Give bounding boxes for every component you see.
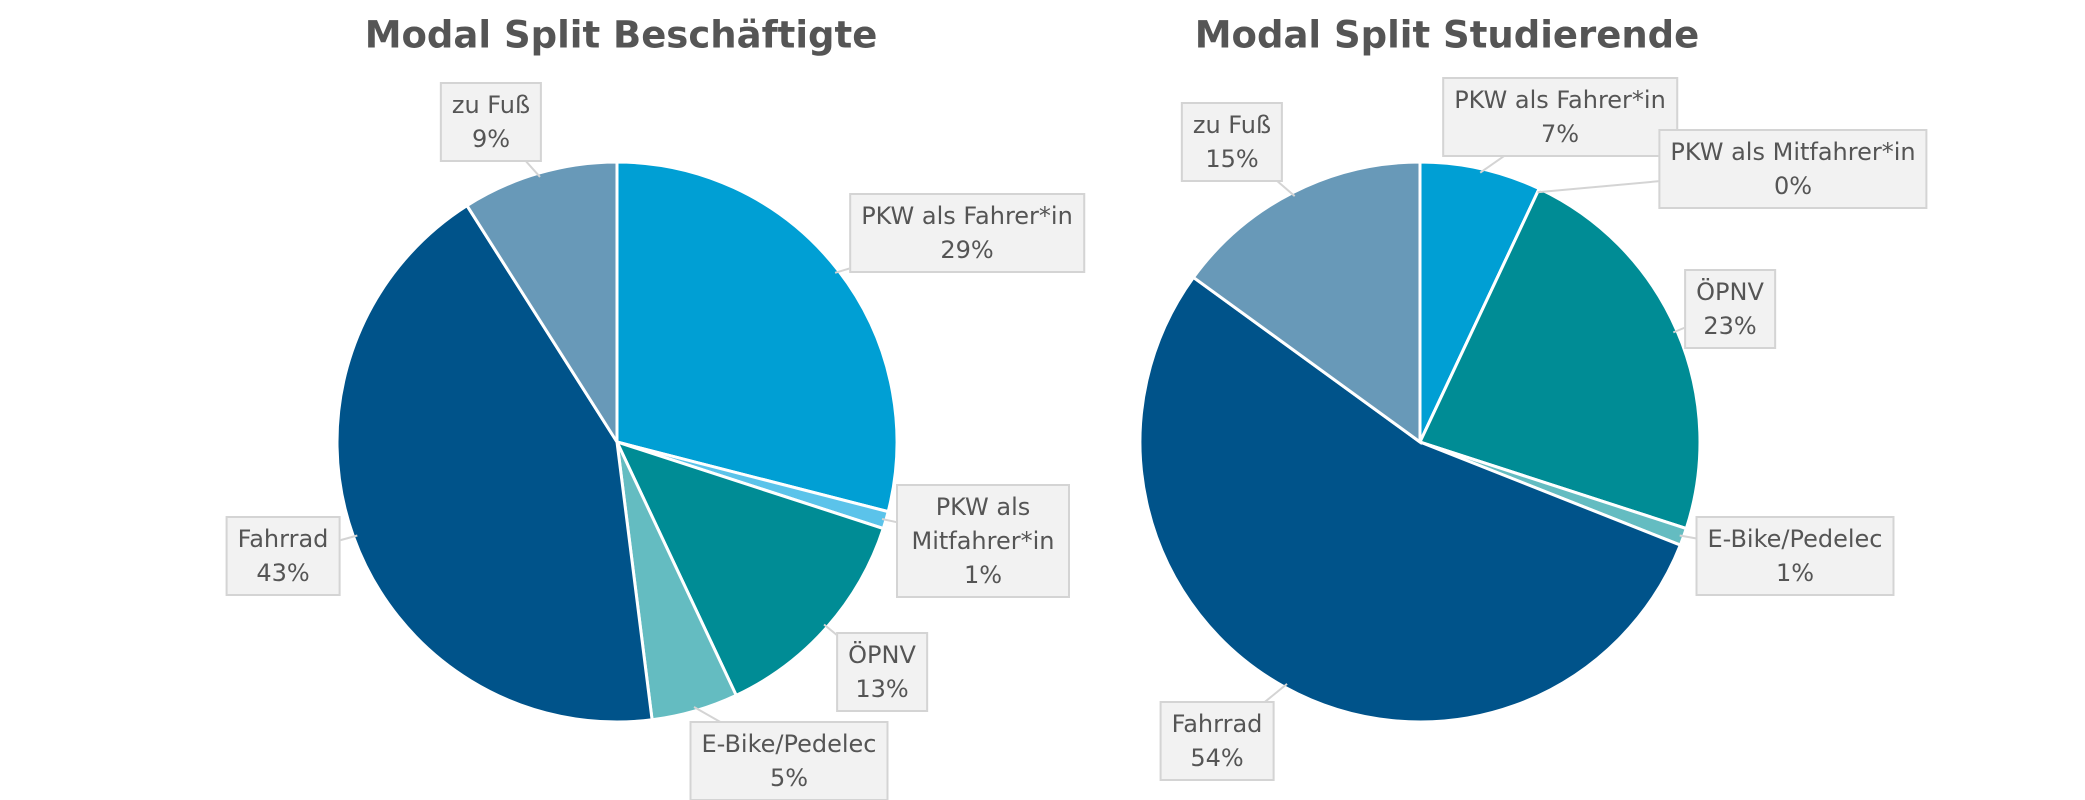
label-value: 54% <box>1190 744 1244 772</box>
label-name: E-Bike/Pedelec <box>1707 525 1883 553</box>
data-label: E-Bike/Pedelec 1% <box>1695 516 1895 596</box>
label-value: 5% <box>769 764 809 792</box>
label-name: PKW als Mitfahrer*in <box>1670 138 1916 166</box>
label-name: ÖPNV <box>1696 278 1764 306</box>
label-value: 43% <box>256 559 310 587</box>
label-name: Fahrrad <box>237 525 329 553</box>
label-value: 23% <box>1703 312 1757 340</box>
pie-slice <box>1191 160 1422 445</box>
label-name: PKW als Fahrer*in <box>1454 86 1666 114</box>
data-label: PKW als Mitfahrer*in 1% <box>896 484 1070 598</box>
chart-title: Modal Split Studierende <box>1195 14 1700 57</box>
label-name: PKW als Fahrer*in <box>861 202 1073 230</box>
data-label: E-Bike/Pedelec 5% <box>689 721 889 800</box>
label-value: 1% <box>1775 559 1815 587</box>
data-label: zu Fuß 15% <box>1180 102 1284 182</box>
label-name: ÖPNV <box>848 641 916 669</box>
pie-slice <box>615 160 899 514</box>
label-name: PKW als Mitfahrer*in <box>911 493 1055 555</box>
label-value: 7% <box>1540 120 1580 148</box>
data-label: zu Fuß 9% <box>439 82 543 162</box>
label-value: 1% <box>963 561 1003 589</box>
label-name: E-Bike/Pedelec <box>701 730 877 758</box>
data-label: PKW als Fahrer*in 7% <box>1442 77 1678 157</box>
label-value: 9% <box>471 125 511 153</box>
label-name: Fahrrad <box>1171 710 1263 738</box>
data-label: PKW als Fahrer*in 29% <box>849 193 1085 273</box>
chart-title: Modal Split Beschäftigte <box>365 14 878 57</box>
data-label: PKW als Mitfahrer*in 0% <box>1658 129 1928 209</box>
pie-slice <box>1138 275 1683 724</box>
label-name: zu Fuß <box>451 91 531 119</box>
label-value: 0% <box>1773 172 1813 200</box>
label-value: 13% <box>855 675 909 703</box>
label-value: 29% <box>940 236 994 264</box>
label-value: 15% <box>1205 145 1259 173</box>
pie-slice <box>1418 160 1542 443</box>
pie-slice <box>464 160 619 448</box>
label-name: zu Fuß <box>1192 111 1272 139</box>
data-label: ÖPNV 13% <box>836 632 928 712</box>
data-label: Fahrrad 43% <box>225 516 341 596</box>
data-label: ÖPNV 23% <box>1684 269 1776 349</box>
data-label: Fahrrad 54% <box>1159 701 1275 781</box>
